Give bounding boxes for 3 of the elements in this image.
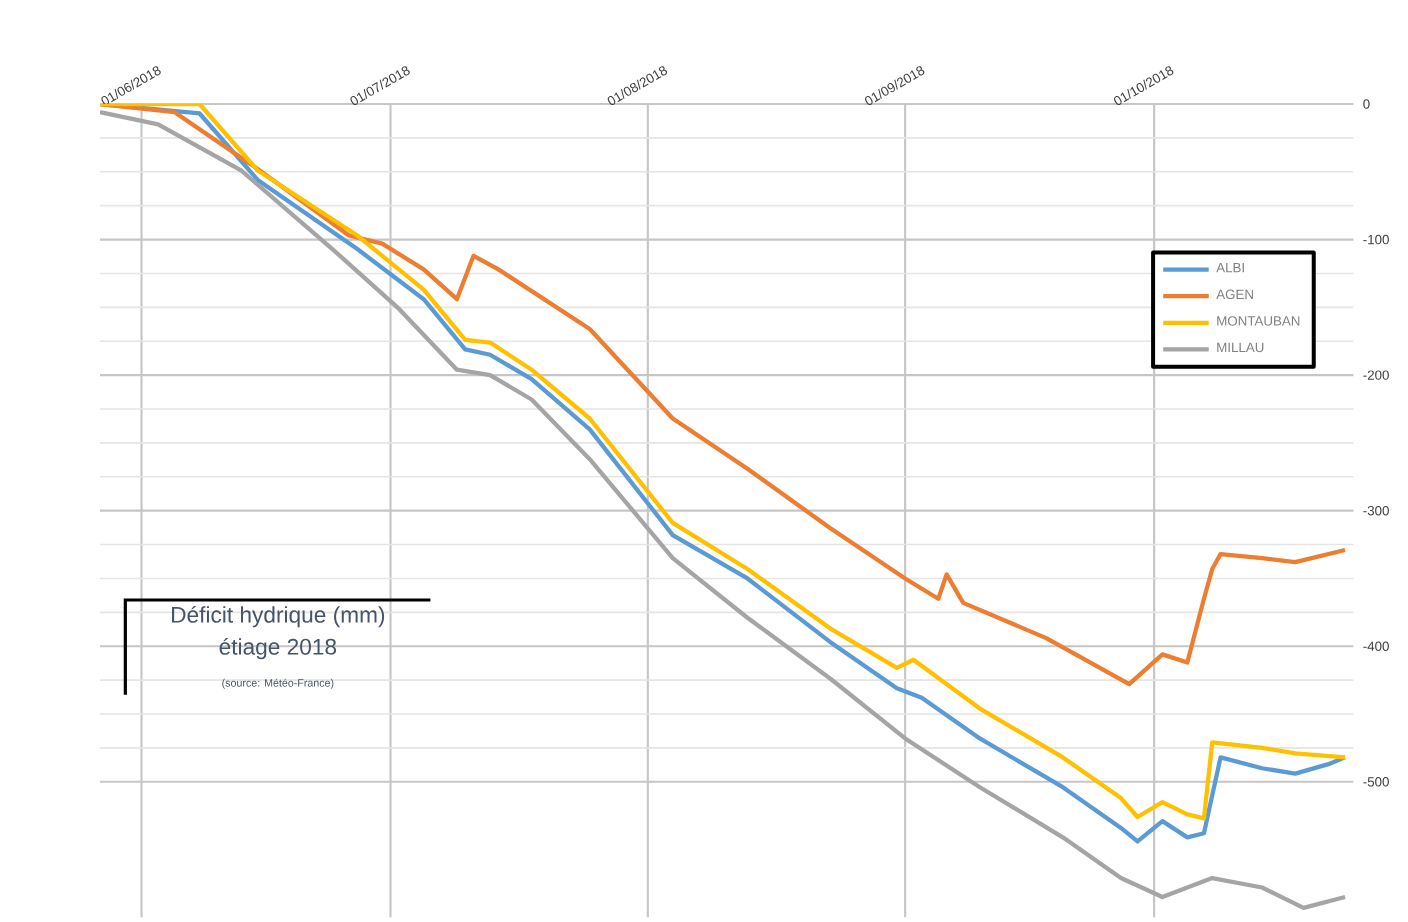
text: Déficit hydrique (mm) [172, 605, 385, 628]
line-series [100, 104, 1348, 687]
text: étiage 2018 [219, 637, 337, 660]
